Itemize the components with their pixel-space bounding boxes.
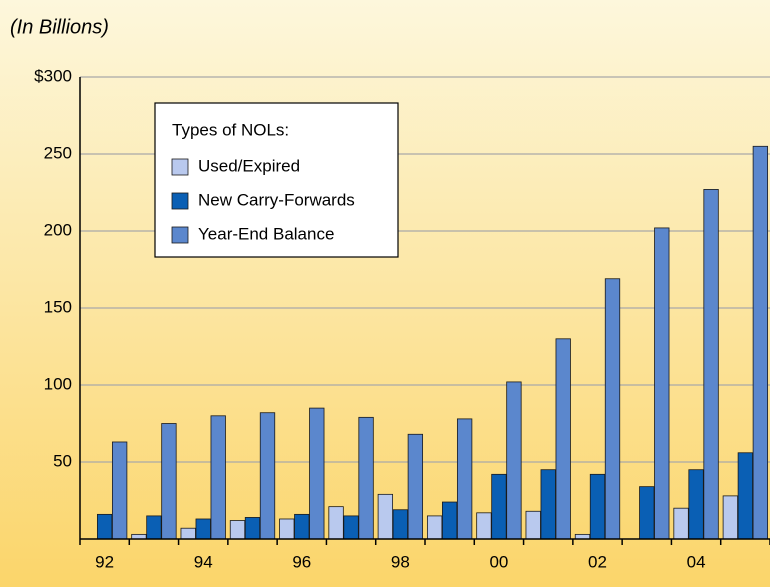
chart-title: (In Billions)	[10, 16, 109, 38]
bar	[476, 512, 492, 540]
bar	[229, 520, 246, 540]
bar	[210, 415, 226, 540]
bar	[491, 473, 507, 540]
bar	[506, 381, 522, 540]
y-tick-label: 200	[44, 220, 72, 239]
bar	[426, 515, 443, 540]
legend-label: Used/Expired	[198, 156, 300, 175]
bar	[722, 495, 739, 540]
bar	[244, 517, 261, 540]
bar	[604, 278, 621, 540]
legend-swatch	[171, 158, 189, 176]
bar	[688, 469, 704, 540]
bar	[407, 433, 424, 540]
bar	[639, 486, 655, 540]
bar	[294, 513, 310, 540]
x-tick-label: 94	[194, 552, 213, 571]
bar	[377, 493, 394, 540]
bar	[703, 189, 719, 540]
bar	[111, 441, 128, 540]
x-tick-label: 00	[489, 552, 508, 571]
bar	[441, 501, 458, 540]
bar	[161, 423, 177, 540]
y-tick-label: 250	[44, 143, 72, 162]
x-tick-label: 02	[588, 552, 607, 571]
bar	[180, 527, 196, 540]
bar	[525, 510, 541, 540]
bar	[309, 407, 325, 540]
legend-box	[154, 102, 399, 258]
legend-title: Types of NOLs:	[172, 120, 289, 139]
bar	[673, 507, 689, 540]
bar	[343, 515, 359, 540]
bar	[456, 418, 473, 540]
bar	[654, 227, 670, 540]
x-tick-label: 92	[95, 552, 114, 571]
bar	[279, 518, 295, 540]
y-tick-label: 50	[53, 451, 72, 470]
bar	[589, 473, 606, 540]
y-tick-label: $300	[34, 66, 72, 85]
x-tick-label: 04	[687, 552, 706, 571]
legend-swatch	[171, 226, 189, 244]
bar	[146, 515, 162, 540]
bar	[96, 513, 113, 540]
bar	[752, 145, 769, 540]
bar	[328, 506, 344, 540]
legend-label: New Carry-Forwards	[198, 190, 355, 209]
bar	[737, 452, 754, 540]
legend-label: Year-End Balance	[198, 224, 334, 243]
bar	[555, 338, 571, 540]
bar	[358, 416, 374, 540]
y-tick-label: 150	[44, 297, 72, 316]
legend-swatch	[171, 192, 189, 210]
bar	[392, 509, 409, 540]
x-tick-label: 98	[391, 552, 410, 571]
x-tick-label: 96	[292, 552, 311, 571]
bar	[540, 469, 556, 540]
bar	[259, 412, 276, 540]
bar	[195, 518, 211, 540]
y-tick-label: 100	[44, 374, 72, 393]
